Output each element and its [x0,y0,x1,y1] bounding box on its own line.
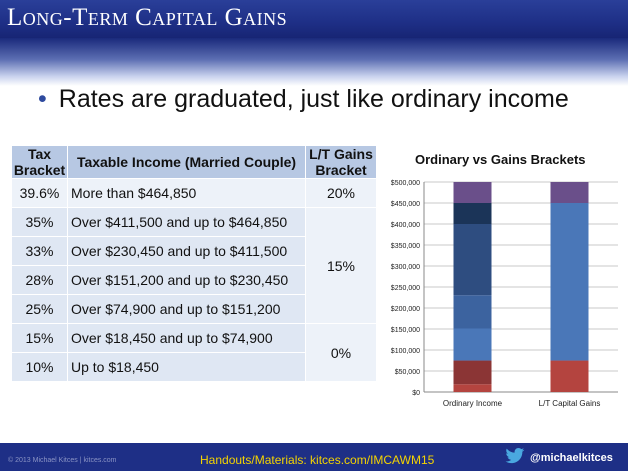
bar-segment [550,182,589,203]
tax-rate-cell: 10% [11,352,68,382]
income-range-cell: Over $74,900 and up to $151,200 [67,294,306,324]
tax-bracket-table: Tax Bracket Taxable Income (Married Coup… [11,145,377,382]
tax-rate-cell: 39.6% [11,178,68,208]
x-tick-label: L/T Capital Gains [539,399,601,408]
lt-gains-rate-cell: 0% [305,323,377,382]
twitter-handle[interactable]: @michaelkitces [530,452,613,464]
bar-segment [453,224,492,296]
y-tick-label: $50,000 [395,369,420,376]
income-range-cell: Over $411,500 and up to $464,850 [67,207,306,237]
tax-rate-cell: 28% [11,265,68,295]
bar-segment [453,328,492,361]
table-row: 25% Over $74,900 and up to $151,200 [11,294,377,324]
income-range-cell: Over $18,450 and up to $74,900 [67,323,306,353]
table-row: 10% Up to $18,450 [11,352,377,382]
income-range-cell: Up to $18,450 [67,352,306,382]
header-lt-gains: L/T Gains Bracket [305,145,377,179]
slide-title: Long-Term Capital Gains [7,4,288,31]
footer-bar [0,443,628,471]
tax-rate-cell: 25% [11,294,68,324]
title-band [0,38,628,86]
bar-segment [453,295,492,329]
income-range-cell: Over $151,200 and up to $230,450 [67,265,306,295]
header-tax-bracket: Tax Bracket [11,145,68,179]
y-tick-label: $200,000 [391,306,420,313]
bullet-text: Rates are graduated, just like ordinary … [58,85,569,113]
table-header-row: Tax Bracket Taxable Income (Married Coup… [11,145,377,179]
bullet-point: • Rates are graduated, just like ordinary… [38,85,569,114]
y-tick-label: $450,000 [391,201,420,208]
tax-rate-cell: 33% [11,236,68,266]
y-tick-label: $150,000 [391,327,420,334]
table-row: 35% Over $411,500 and up to $464,850 15% [11,207,377,324]
table-row: 33% Over $230,450 and up to $411,500 [11,236,377,266]
chart-title: Ordinary vs Gains Brackets [415,152,586,167]
table-row: 39.6% More than $464,850 20% [11,178,377,208]
bullet-dot-icon: • [38,85,47,113]
y-tick-label: $100,000 [391,348,420,355]
y-tick-label: $350,000 [391,243,420,250]
income-range-cell: More than $464,850 [67,178,306,208]
y-tick-label: $400,000 [391,222,420,229]
bar-segment [453,384,492,392]
bar-segment [550,203,589,361]
tax-rate-cell: 35% [11,207,68,237]
lt-gains-rate-cell: 15% [305,207,377,324]
income-range-cell: Over $230,450 and up to $411,500 [67,236,306,266]
table-row: 15% Over $18,450 and up to $74,900 0% [11,323,377,382]
handouts-link[interactable]: Handouts/Materials: kitces.com/IMCAWM15 [200,453,435,467]
bar-segment [453,203,492,224]
lt-gains-rate-cell: 20% [305,178,377,208]
header-taxable-income: Taxable Income (Married Couple) [67,145,306,179]
bar-segment [453,360,492,385]
y-tick-label: $500,000 [391,180,420,187]
y-tick-label: $250,000 [391,285,420,292]
bar-segment [550,360,589,392]
twitter-bird-icon [505,448,525,464]
x-tick-label: Ordinary Income [443,399,503,408]
bracket-chart: $0 $50,000 $100,000 $150,000 $200,000 $250,00… [391,180,618,408]
table-row: 28% Over $151,200 and up to $230,450 [11,265,377,295]
copyright-text: © 2013 Michael Kitces | kitces.com [8,457,117,464]
tax-rate-cell: 15% [11,323,68,353]
bar-segment [453,182,492,203]
y-tick-label: $300,000 [391,264,420,271]
title-bar [0,0,628,38]
y-tick-label: $0 [412,390,420,397]
